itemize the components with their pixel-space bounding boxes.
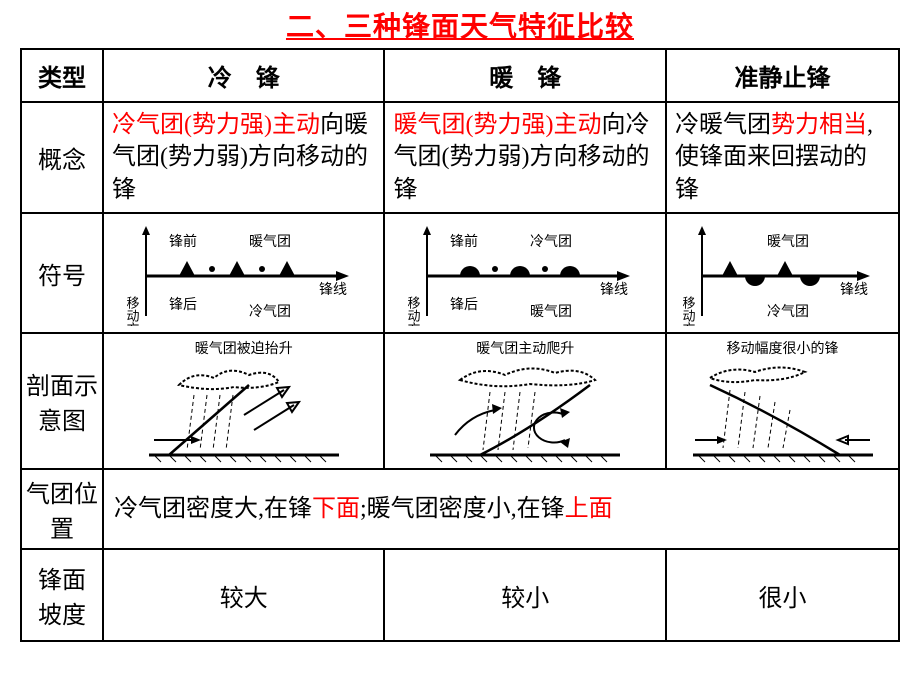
svg-text:锋线: 锋线 xyxy=(840,281,868,297)
pos-t1: 冷气团密度大,在锋 xyxy=(114,496,312,522)
concept-row: 概念 冷气团(势力强)主动向暖气团(势力弱)方向移动的锋 暖气团(势力强)主动向… xyxy=(21,102,899,213)
slope-row: 锋面坡度 较大 较小 很小 xyxy=(21,549,899,641)
cross-stationary: 移动幅度很小的锋 xyxy=(666,333,899,469)
concept-warm-red: 暖气团(势力强)主动 xyxy=(393,112,601,138)
svg-text:暖气团: 暖气团 xyxy=(767,233,809,249)
cross-cold: 暖气团被迫抬升 xyxy=(103,333,384,469)
concept-stat-p1: 冷暖气团 xyxy=(675,112,771,138)
cross-section-row: 剖面示意图 暖气团被迫抬升 xyxy=(21,333,899,469)
cross-cold-caption: 暖气团被迫抬升 xyxy=(106,338,381,358)
symbol-label: 符号 xyxy=(21,213,103,333)
symbol-cold: 移动方向 锋前 暖气团 锋后 冷气团 锋线 xyxy=(103,213,384,333)
concept-label: 概念 xyxy=(21,102,103,213)
dir-label: 移动方向 xyxy=(124,296,139,326)
concept-stationary: 冷暖气团势力相当,使锋面来回摆动的锋 xyxy=(666,102,899,213)
svg-text:移动方向: 移动方向 xyxy=(682,296,696,326)
concept-cold-red: 冷气团(势力强)主动 xyxy=(112,112,320,138)
cold-mass-label: 冷气团 xyxy=(249,303,291,319)
page-title: 二、三种锋面天气特征比较 xyxy=(0,5,920,45)
cross-warm: 暖气团主动爬升 xyxy=(384,333,665,469)
slope-stat: 很小 xyxy=(666,549,899,641)
warm-front-symbol-icon: 移动方向 锋前 冷气团 锋后 暖气团 锋线 xyxy=(405,221,645,326)
frontline-label: 锋线 xyxy=(319,281,347,297)
symbol-warm: 移动方向 锋前 冷气团 锋后 暖气团 锋线 xyxy=(384,213,665,333)
concept-warm: 暖气团(势力强)主动向冷气团(势力弱)方向移动的锋 xyxy=(384,102,665,213)
pos-t3: ;暖气团密度小,在锋 xyxy=(360,496,565,522)
slope-warm: 较小 xyxy=(384,549,665,641)
slope-cold: 较大 xyxy=(103,549,384,641)
position-text: 冷气团密度大,在锋下面;暖气团密度小,在锋上面 xyxy=(103,469,899,549)
position-row: 气团位置 冷气团密度大,在锋下面;暖气团密度小,在锋上面 xyxy=(21,469,899,549)
cross-label: 剖面示意图 xyxy=(21,333,103,469)
symbol-row: 符号 移动方向 锋前 暖气团 锋后 冷气团 锋线 xyxy=(21,213,899,333)
concept-cold: 冷气团(势力强)主动向暖气团(势力弱)方向移动的锋 xyxy=(103,102,384,213)
cold-front-symbol-icon: 移动方向 锋前 暖气团 锋后 冷气团 锋线 xyxy=(124,221,364,326)
svg-text:锋线: 锋线 xyxy=(600,281,628,297)
cross-warm-caption: 暖气团主动爬升 xyxy=(387,338,662,358)
slope-label: 锋面坡度 xyxy=(21,549,103,641)
header-stationary: 准静止锋 xyxy=(666,49,899,102)
svg-text:移动方向: 移动方向 xyxy=(406,296,421,326)
pos-t4: 上面 xyxy=(565,496,613,522)
svg-text:锋后: 锋后 xyxy=(450,296,478,312)
pos-t2: 下面 xyxy=(312,496,360,522)
cross-stat-caption: 移动幅度很小的锋 xyxy=(669,338,896,358)
header-type: 类型 xyxy=(21,49,103,102)
warm-cross-icon xyxy=(420,360,630,465)
warm-mass-label: 暖气团 xyxy=(249,233,291,249)
comparison-table: 类型 冷 锋 暖 锋 准静止锋 概念 冷气团(势力强)主动向暖气团(势力弱)方向… xyxy=(20,48,900,642)
table-header-row: 类型 冷 锋 暖 锋 准静止锋 xyxy=(21,49,899,102)
header-cold: 冷 锋 xyxy=(103,49,384,102)
front-after-label: 锋后 xyxy=(169,296,197,312)
svg-text:锋前: 锋前 xyxy=(450,233,478,249)
symbol-stationary: 移动方向 暖气团 冷气团 锋线 xyxy=(666,213,899,333)
svg-text:冷气团: 冷气团 xyxy=(530,233,572,249)
concept-stat-red: 势力相当 xyxy=(771,112,867,138)
cold-cross-icon xyxy=(139,360,349,465)
header-warm: 暖 锋 xyxy=(384,49,665,102)
stationary-front-symbol-icon: 移动方向 暖气团 冷气团 锋线 xyxy=(682,221,882,326)
position-label: 气团位置 xyxy=(21,469,103,549)
front-before-label: 锋前 xyxy=(169,233,197,249)
svg-text:暖气团: 暖气团 xyxy=(530,303,572,319)
svg-text:冷气团: 冷气团 xyxy=(767,303,809,319)
stationary-cross-icon xyxy=(685,360,880,465)
